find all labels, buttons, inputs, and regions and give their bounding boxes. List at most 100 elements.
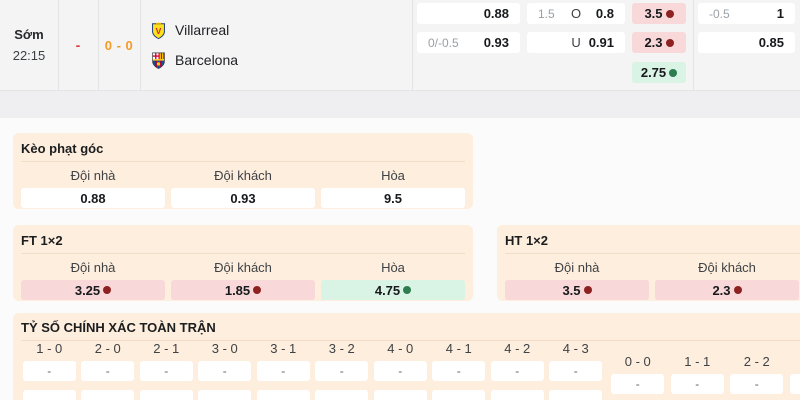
score-header: 4 - 3 <box>562 341 589 356</box>
home-header: Đội nhà <box>70 168 116 183</box>
score-header: 4 - 2 <box>504 341 531 356</box>
score-odds-cell[interactable]: - <box>139 390 193 400</box>
odds-value: 3.25 <box>74 282 101 298</box>
score-odds-cell[interactable]: - <box>198 361 252 381</box>
under-odds-cell[interactable]: U 0.91 <box>527 32 625 53</box>
column-divider <box>98 0 99 90</box>
away-team-row[interactable]: Barcelona <box>150 51 412 70</box>
ht-home-odds-cell[interactable]: 3.5 <box>505 280 649 300</box>
odds-value: 2.3 <box>712 282 731 298</box>
score-odds-cell[interactable]: - <box>22 361 76 381</box>
score-column: 4 - 2 - - <box>488 342 547 400</box>
odds-value: 0.91 <box>588 35 615 50</box>
home-header: Đội nhà <box>70 260 116 275</box>
score-column: 3 - 0 - - <box>196 342 255 400</box>
ft-draw-odds-cell[interactable]: 4.75 <box>321 280 465 300</box>
score-main-group: 1 - 0--2 - 0--2 - 1--3 - 0--3 - 1--3 - 2… <box>20 342 605 400</box>
value-row: 0.88 0.93 9.5 <box>21 188 465 208</box>
1x2-home-odds-cell[interactable]: 3.5 <box>632 3 686 24</box>
score-odds-cell[interactable]: - <box>256 361 310 381</box>
score-odds-cell[interactable]: - <box>730 374 784 394</box>
value-row: 3.5 2.3 <box>505 280 800 300</box>
corner-draw-odds-cell[interactable]: 9.5 <box>321 188 465 208</box>
score-odds-cell[interactable]: - <box>670 374 724 394</box>
column-divider <box>693 0 694 90</box>
handicap-odds-cell-row2[interactable]: 0/-0.5 0.93 <box>417 32 520 53</box>
header-row: Đội nhà Đội khách Hòa <box>21 260 465 275</box>
score-odds-cell[interactable]: - <box>432 390 486 400</box>
odds-value: 1 <box>776 6 784 21</box>
score-odds-cell[interactable]: - <box>81 361 135 381</box>
ft-home-odds-cell[interactable]: 3.25 <box>21 280 165 300</box>
corner-home-odds-cell[interactable]: 0.88 <box>21 188 165 208</box>
handicap2-odds-cell-row2[interactable]: 0.85 <box>698 32 795 53</box>
handicap2-odds-cell-row1[interactable]: -0.5 1 <box>698 3 795 24</box>
score-header: 1 - 0 <box>36 341 63 356</box>
panel-divider <box>21 253 465 254</box>
odds-value: 0.85 <box>758 35 784 50</box>
score-column: 3 - 1 - - <box>254 342 313 400</box>
score-odds-cell[interactable]: - <box>373 361 427 381</box>
odds-trend-dot-icon <box>665 9 674 18</box>
over-odds-cell[interactable]: 1.5 O 0.8 <box>527 3 625 24</box>
villarreal-crest-icon: V <box>152 21 165 39</box>
odds-trend-dot-icon <box>583 286 592 294</box>
svg-text:V: V <box>156 25 162 35</box>
away-header: Đội khách <box>698 260 756 275</box>
score-odds-cell[interactable]: - <box>490 390 544 400</box>
odds-trend-dot-icon <box>665 38 674 47</box>
corner-away-odds-cell[interactable]: 0.93 <box>171 188 315 208</box>
match-time-column: Sớm 22:15 <box>0 0 58 90</box>
score-header: 3 - 2 <box>328 341 355 356</box>
score-odds-cell[interactable]: - <box>611 374 665 394</box>
1x2-away-odds-cell[interactable]: 2.3 <box>632 32 686 53</box>
score-odds-cell[interactable]: - <box>22 390 76 400</box>
score-odds-cell[interactable]: - <box>315 361 369 381</box>
odds-value: 3.5 <box>562 282 581 298</box>
score-header: 2 - 0 <box>94 341 121 356</box>
panel-title: FT 1×2 <box>21 233 63 248</box>
score-header: 4 - 1 <box>445 341 472 356</box>
score-odds-cell[interactable]: - <box>432 361 486 381</box>
home-team-row[interactable]: V Villarreal <box>150 21 412 40</box>
score-header: 3 - 1 <box>270 341 297 356</box>
value-row: 3.25 1.85 4.75 <box>21 280 465 300</box>
score-odds-cell[interactable]: - <box>549 361 603 381</box>
teams-column: V Villarreal <box>140 0 412 90</box>
ht-1x2-panel: HT 1×2 Đội nhà Đội khách 3.5 2.3 <box>497 225 800 301</box>
away-team-name: Barcelona <box>175 52 239 68</box>
score-odds-cell[interactable]: - <box>373 390 427 400</box>
score-odds-cell[interactable]: - <box>139 361 193 381</box>
odds-value: 0.88 <box>483 6 509 21</box>
score-column: 3 - 2 - - <box>313 342 372 400</box>
score-odds-cell[interactable]: - <box>315 390 369 400</box>
score-odds-cell[interactable]: - <box>81 390 135 400</box>
ft-away-odds-cell[interactable]: 1.85 <box>171 280 315 300</box>
odds-value: 2.75 <box>640 65 667 80</box>
header-row: Đội nhà Đội khách Hòa <box>21 168 465 183</box>
odds-value: 9.5 <box>383 190 403 206</box>
odds-trend-dot-icon <box>403 286 412 294</box>
ht-away-odds-cell[interactable]: 2.3 <box>655 280 799 300</box>
score-column: 1 - 0 - - <box>20 342 79 400</box>
score-odds-cell[interactable]: - <box>549 390 603 400</box>
handicap-odds-cell-row1[interactable]: 0.88 <box>417 3 520 24</box>
handicap-line: -0.5 <box>709 6 730 21</box>
score-odds-cell[interactable]: - <box>198 390 252 400</box>
score-column: 2 - 0 - - <box>79 342 138 400</box>
score-column: 2 - 2-- <box>727 355 787 400</box>
panel-divider <box>505 253 800 254</box>
early-market-label: Sớm <box>14 27 44 42</box>
score-odds-cell[interactable]: - <box>789 374 800 394</box>
odds-value: 1.85 <box>224 282 251 298</box>
corner-odds-panel: Kèo phạt góc Đội nhà Đội khách Hòa 0.88 … <box>13 133 473 209</box>
barcelona-crest-icon <box>152 52 165 69</box>
1x2-draw-odds-cell[interactable]: 2.75 <box>632 62 686 83</box>
column-divider <box>140 0 141 90</box>
score-odds-cell[interactable]: - <box>256 390 310 400</box>
score-odds-cell[interactable]: - <box>490 361 544 381</box>
match-row: Sớm 22:15 - 0 - 0 V Villarreal <box>0 0 800 91</box>
over-label: O <box>570 6 582 21</box>
score-header: 2 - 1 <box>153 341 180 356</box>
